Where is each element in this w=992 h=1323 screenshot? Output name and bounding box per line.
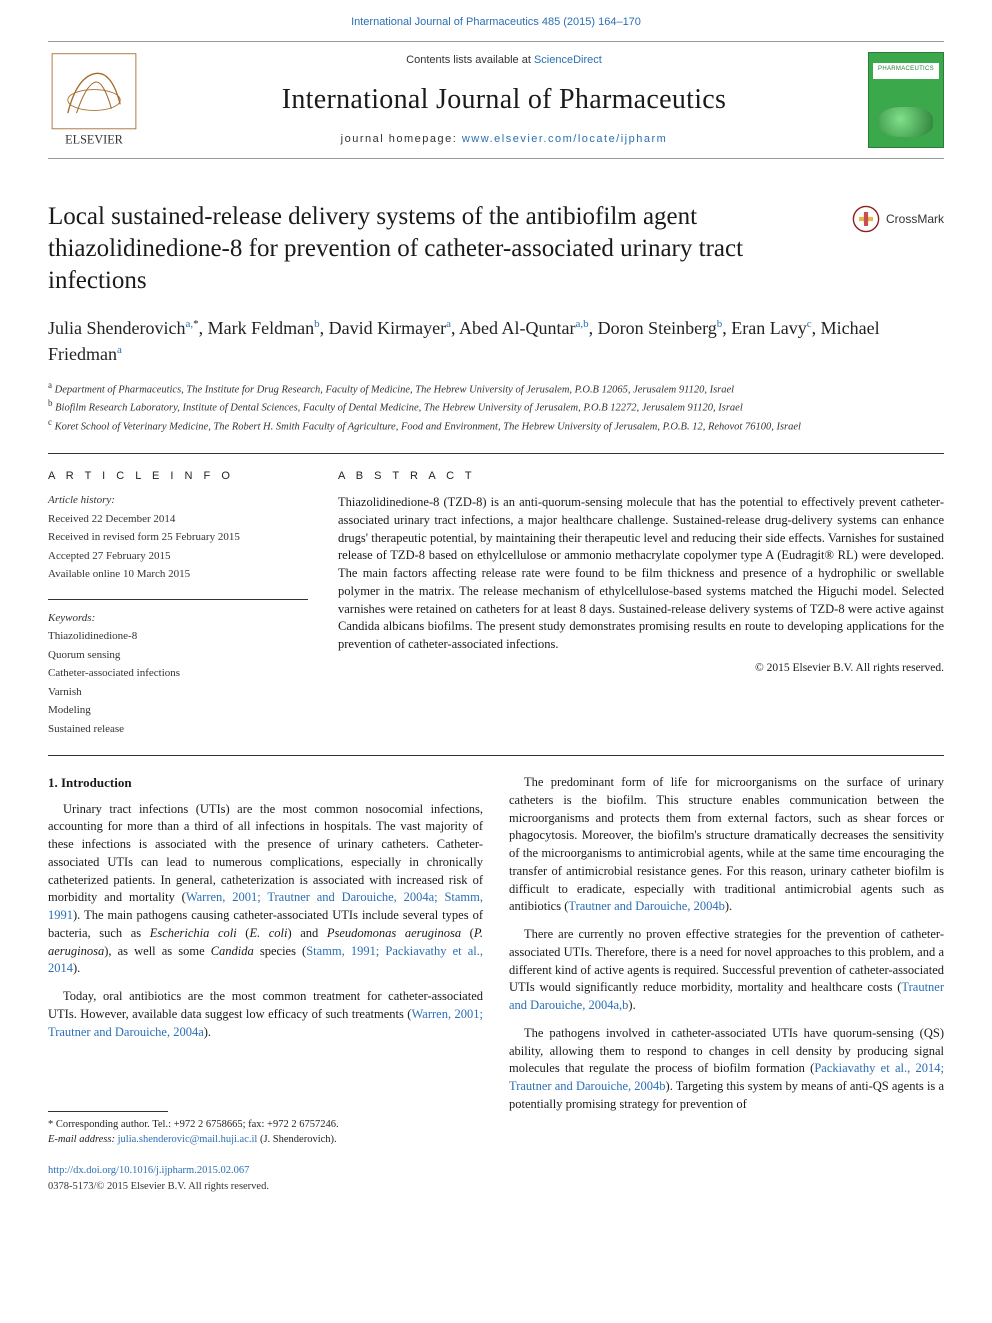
journal-cover-thumbnail: PHARMACEUTICS bbox=[868, 52, 944, 148]
journal-name: International Journal of Pharmaceutics bbox=[156, 79, 852, 121]
abstract-copyright: © 2015 Elsevier B.V. All rights reserved… bbox=[338, 660, 944, 677]
body-col-right: The predominant form of life for microor… bbox=[509, 774, 944, 1147]
author-6: Eran Lavy bbox=[731, 318, 806, 338]
corr-tel: * Corresponding author. Tel.: +972 2 675… bbox=[48, 1118, 483, 1132]
contents-line: Contents lists available at ScienceDirec… bbox=[156, 52, 852, 69]
header-center: Contents lists available at ScienceDirec… bbox=[156, 52, 852, 147]
abstract-text: Thiazolidinedione-8 (TZD-8) is an anti-q… bbox=[338, 494, 944, 654]
keyword-3: Varnish bbox=[48, 684, 308, 701]
author-1-aff: a, bbox=[185, 318, 193, 330]
paper-title: Local sustained-release delivery systems… bbox=[48, 201, 828, 297]
homepage-link[interactable]: www.elsevier.com/locate/ijpharm bbox=[462, 133, 667, 145]
corresponding-footnote: * Corresponding author. Tel.: +972 2 675… bbox=[48, 1118, 483, 1146]
history-head: Article history: bbox=[48, 492, 308, 509]
keyword-0: Thiazolidinedione-8 bbox=[48, 628, 308, 645]
cover-art bbox=[879, 107, 933, 137]
affiliation-c: c Koret School of Veterinary Medicine, T… bbox=[48, 416, 944, 435]
doi-link[interactable]: http://dx.doi.org/10.1016/j.ijpharm.2015… bbox=[48, 1165, 249, 1176]
journal-citation: International Journal of Pharmaceutics 4… bbox=[0, 0, 992, 41]
author-1-corr: * bbox=[193, 318, 199, 330]
doi-block: http://dx.doi.org/10.1016/j.ijpharm.2015… bbox=[48, 1163, 944, 1195]
intro-p2: Today, oral antibiotics are the most com… bbox=[48, 988, 483, 1041]
article-info: A R T I C L E I N F O Article history: R… bbox=[48, 468, 308, 740]
author-3-aff: a bbox=[446, 318, 451, 330]
history-accepted: Accepted 27 February 2015 bbox=[48, 548, 308, 565]
section-1-head: 1. Introduction bbox=[48, 774, 483, 792]
body-col-left: 1. Introduction Urinary tract infections… bbox=[48, 774, 483, 1147]
homepage-prefix: journal homepage: bbox=[341, 133, 462, 145]
history-received: Received 22 December 2014 bbox=[48, 511, 308, 528]
history-online: Available online 10 March 2015 bbox=[48, 566, 308, 583]
intro-p4: There are currently no proven effective … bbox=[509, 926, 944, 1015]
article-info-head: A R T I C L E I N F O bbox=[48, 468, 308, 485]
journal-header: ELSEVIER Contents lists available at Sci… bbox=[48, 41, 944, 159]
author-1: Julia Shenderovich bbox=[48, 318, 185, 338]
rule-mid bbox=[48, 755, 944, 756]
abstract: A B S T R A C T Thiazolidinedione-8 (TZD… bbox=[338, 468, 944, 740]
author-7-aff: a bbox=[117, 344, 122, 356]
footnote-rule bbox=[48, 1111, 168, 1112]
author-6-aff: c bbox=[807, 318, 812, 330]
author-2-aff: b bbox=[314, 318, 320, 330]
crossmark-badge[interactable]: CrossMark bbox=[852, 205, 944, 233]
abstract-head: A B S T R A C T bbox=[338, 468, 944, 485]
author-3: David Kirmayer bbox=[329, 318, 446, 338]
author-2: Mark Feldman bbox=[208, 318, 314, 338]
sciencedirect-link[interactable]: ScienceDirect bbox=[534, 54, 602, 66]
affiliations: a Department of Pharmaceutics, The Insti… bbox=[48, 379, 944, 435]
affiliation-b: b Biofilm Research Laboratory, Institute… bbox=[48, 397, 944, 416]
keyword-4: Modeling bbox=[48, 702, 308, 719]
keyword-1: Quorum sensing bbox=[48, 647, 308, 664]
intro-p3: The predominant form of life for microor… bbox=[509, 774, 944, 916]
author-4-aff: a,b bbox=[575, 318, 588, 330]
elsevier-label: ELSEVIER bbox=[65, 132, 123, 146]
cover-band: PHARMACEUTICS bbox=[873, 63, 939, 79]
elsevier-logo: ELSEVIER bbox=[48, 54, 140, 146]
keywords-block: Keywords: Thiazolidinedione-8 Quorum sen… bbox=[48, 599, 308, 738]
intro-p1: Urinary tract infections (UTIs) are the … bbox=[48, 801, 483, 979]
author-5-aff: b bbox=[717, 318, 723, 330]
homepage-line: journal homepage: www.elsevier.com/locat… bbox=[156, 131, 852, 148]
journal-citation-link[interactable]: International Journal of Pharmaceutics 4… bbox=[351, 16, 641, 28]
keyword-2: Catheter-associated infections bbox=[48, 665, 308, 682]
author-4: Abed Al-Quntar bbox=[459, 318, 575, 338]
crossmark-label: CrossMark bbox=[886, 210, 944, 228]
body-columns: 1. Introduction Urinary tract infections… bbox=[48, 774, 944, 1147]
history-revised: Received in revised form 25 February 201… bbox=[48, 529, 308, 546]
contents-prefix: Contents lists available at bbox=[406, 54, 534, 66]
author-list: Julia Shenderovicha,*, Mark Feldmanb, Da… bbox=[48, 315, 944, 367]
keywords-head: Keywords: bbox=[48, 610, 308, 627]
author-5: Doron Steinberg bbox=[598, 318, 717, 338]
issn-line: 0378-5173/© 2015 Elsevier B.V. All right… bbox=[48, 1179, 944, 1195]
intro-p5: The pathogens involved in catheter-assoc… bbox=[509, 1025, 944, 1114]
corr-email-line: E-mail address: julia.shenderovic@mail.h… bbox=[48, 1133, 483, 1147]
keyword-5: Sustained release bbox=[48, 721, 308, 738]
cite-p3[interactable]: Trautner and Darouiche, 2004b bbox=[568, 899, 724, 913]
rule-top bbox=[48, 453, 944, 454]
affiliation-a: a Department of Pharmaceutics, The Insti… bbox=[48, 379, 944, 398]
corr-email-link[interactable]: julia.shenderovic@mail.huji.ac.il bbox=[118, 1134, 258, 1145]
